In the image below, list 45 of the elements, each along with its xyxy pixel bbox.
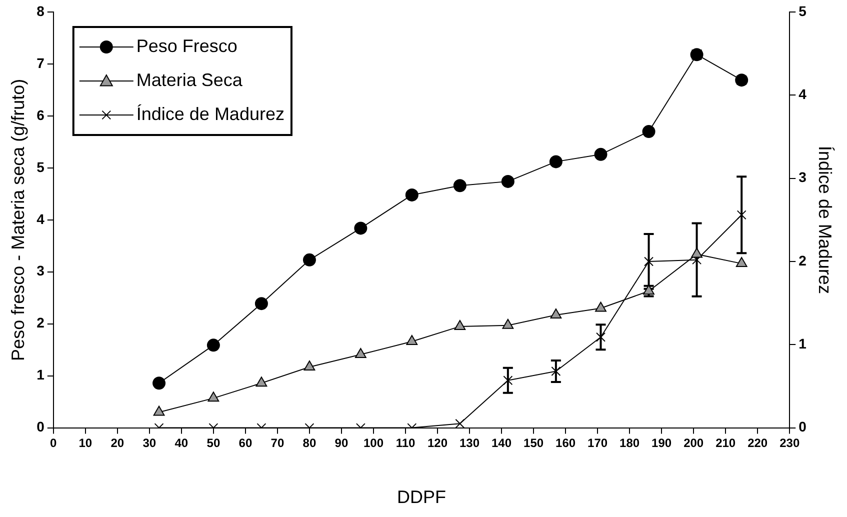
x-tick-label: 110 (396, 436, 416, 450)
y-tick-label: 2 (36, 314, 45, 331)
y-tick-label: 3 (36, 262, 45, 279)
legend-label: Materia Seca (136, 70, 244, 90)
x-tick-label: 50 (206, 436, 220, 450)
x-tick-label: 170 (588, 436, 608, 450)
x-tick-label: 130 (460, 436, 480, 450)
x-tick-label: 10 (78, 436, 92, 450)
y-tick-label: 6 (36, 106, 45, 123)
y2-tick-label: 5 (798, 2, 807, 19)
x-tick-label: 160 (556, 436, 576, 450)
y-axis-title: Peso fresco - Materia seca (g/fruto) (8, 78, 28, 361)
x-tick-label: 210 (716, 436, 736, 450)
y-tick-label: 7 (36, 54, 45, 71)
x-tick-label: 120 (427, 436, 448, 450)
x-tick-label: 190 (652, 436, 672, 450)
x-tick-label: 100 (363, 436, 384, 450)
x-tick-label: 230 (780, 436, 800, 450)
legend-label: Índice de Madurez (136, 104, 284, 124)
y2-tick-label: 3 (798, 169, 807, 186)
y-tick-label: 1 (36, 366, 45, 383)
y2-tick-label: 1 (798, 336, 807, 352)
x-tick-label: 180 (620, 436, 640, 450)
y-tick-label: 0 (36, 418, 45, 435)
y2-tick-label: 0 (798, 418, 807, 435)
x-tick-label: 200 (684, 436, 704, 450)
x-tick-label: 150 (524, 436, 544, 450)
x-axis-title: DDPF (397, 487, 446, 508)
x-tick-label: 60 (238, 436, 252, 450)
x-tick-label: 70 (270, 436, 284, 450)
x-tick-label: 140 (492, 436, 512, 450)
legend-label: Peso Fresco (136, 36, 238, 56)
x-tick-label: 20 (110, 436, 124, 450)
y2-tick-label: 4 (798, 86, 807, 102)
x-tick-label: 90 (334, 436, 348, 450)
x-tick-label: 40 (174, 436, 188, 450)
x-tick-label: 220 (748, 436, 768, 450)
y-tick-label: 4 (36, 210, 45, 227)
y2-axis-title: Índice de Madurez (815, 146, 836, 294)
y-tick-label: 5 (36, 158, 45, 175)
x-tick-label: 80 (302, 436, 316, 450)
x-tick-label: 0 (50, 436, 58, 450)
y2-tick-label: 2 (798, 252, 807, 268)
x-tick-label: 30 (142, 436, 156, 450)
y-tick-label: 8 (36, 2, 45, 19)
